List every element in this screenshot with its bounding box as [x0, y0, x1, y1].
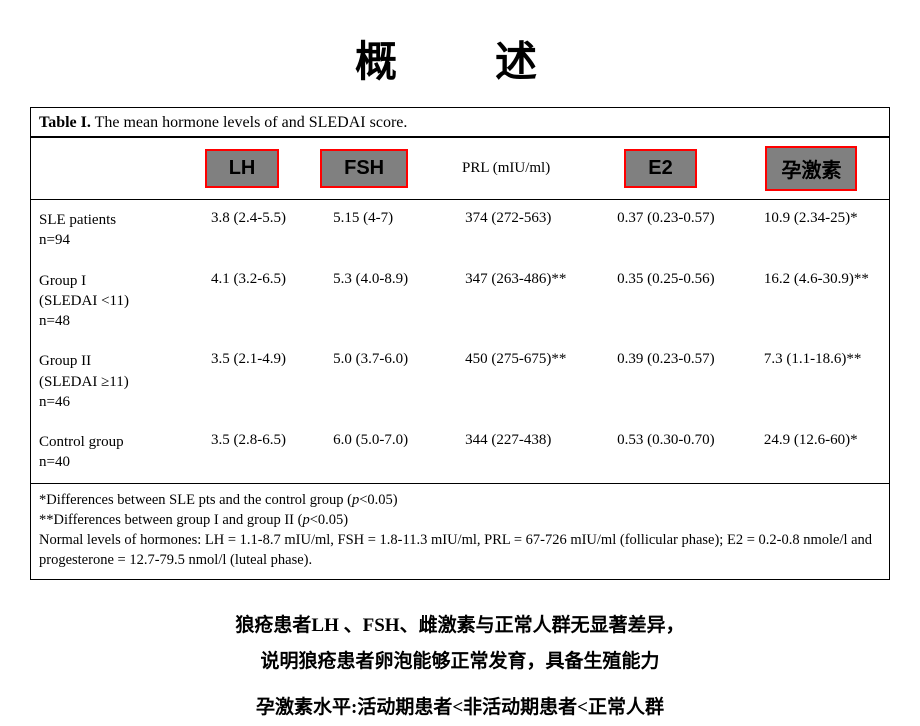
- table-row: Control groupn=40 3.5 (2.8-6.5) 6.0 (5.0…: [31, 422, 889, 483]
- cell-fsh: 5.15 (4-7): [303, 200, 425, 261]
- cell-prl: 347 (263-486)**: [425, 261, 587, 342]
- cell-prog: 16.2 (4.6-30.9)**: [734, 261, 889, 342]
- fn2-p: p: [302, 512, 309, 528]
- cell-e2: 0.39 (0.23-0.57): [587, 341, 734, 422]
- header-prl: PRL (mIU/ml): [425, 137, 587, 200]
- cell-lh: 3.8 (2.4-5.5): [181, 200, 303, 261]
- table-container: Table I. The mean hormone levels of and …: [30, 107, 890, 580]
- cell-prog: 10.9 (2.34-25)*: [734, 200, 889, 261]
- header-lh: LH: [181, 137, 303, 200]
- caption-text: The mean hormone levels of and SLEDAI sc…: [91, 114, 408, 131]
- summary-text: 狼疮患者LH 、FSH、雌激素与正常人群无显著差异， 说明狼疮患者卵泡能够正常发…: [0, 608, 920, 726]
- footnote-2: **Differences between group I and group …: [39, 510, 881, 530]
- header-prog-box: 孕激素: [765, 146, 857, 191]
- cell-lh: 3.5 (2.8-6.5): [181, 422, 303, 483]
- cell-prl: 450 (275-675)**: [425, 341, 587, 422]
- cell-prl: 374 (272-563): [425, 200, 587, 261]
- cell-fsh: 6.0 (5.0-7.0): [303, 422, 425, 483]
- header-empty: [31, 137, 181, 200]
- summary-line-3: 孕激素水平:活动期患者<非活动期患者<正常人群: [0, 690, 920, 726]
- cell-e2: 0.37 (0.23-0.57): [587, 200, 734, 261]
- row-label: Control groupn=40: [31, 422, 181, 483]
- header-prog: 孕激素: [734, 137, 889, 200]
- row-label: Group I(SLEDAI <11)n=48: [31, 261, 181, 342]
- table-row: Group I(SLEDAI <11)n=48 4.1 (3.2-6.5) 5.…: [31, 261, 889, 342]
- header-e2: E2: [587, 137, 734, 200]
- table-row: Group II(SLEDAI ≥11)n=46 3.5 (2.1-4.9) 5…: [31, 341, 889, 422]
- cell-lh: 3.5 (2.1-4.9): [181, 341, 303, 422]
- footnote-3: Normal levels of hormones: LH = 1.1-8.7 …: [39, 530, 881, 571]
- cell-fsh: 5.3 (4.0-8.9): [303, 261, 425, 342]
- caption-prefix: Table I.: [39, 114, 91, 131]
- summary-line-2: 说明狼疮患者卵泡能够正常发育，具备生殖能力: [0, 644, 920, 680]
- table-caption: Table I. The mean hormone levels of and …: [31, 108, 889, 136]
- cell-prl: 344 (227-438): [425, 422, 587, 483]
- header-row: LH FSH PRL (mIU/ml) E2 孕激素: [31, 137, 889, 200]
- header-lh-box: LH: [205, 149, 280, 188]
- fn2-post: <0.05): [310, 512, 348, 528]
- page-title: 概 述: [0, 0, 920, 107]
- footnote-1: *Differences between SLE pts and the con…: [39, 490, 881, 510]
- row-label: SLE patientsn=94: [31, 200, 181, 261]
- cell-prog: 24.9 (12.6-60)*: [734, 422, 889, 483]
- data-table: LH FSH PRL (mIU/ml) E2 孕激素 SLE patientsn…: [31, 136, 889, 483]
- cell-e2: 0.35 (0.25-0.56): [587, 261, 734, 342]
- cell-lh: 4.1 (3.2-6.5): [181, 261, 303, 342]
- summary-line-1: 狼疮患者LH 、FSH、雌激素与正常人群无显著差异，: [0, 608, 920, 644]
- fn1-post: <0.05): [359, 492, 397, 508]
- cell-prog: 7.3 (1.1-18.6)**: [734, 341, 889, 422]
- fn2-pre: **Differences between group I and group …: [39, 512, 302, 528]
- fn1-pre: *Differences between SLE pts and the con…: [39, 492, 352, 508]
- cell-fsh: 5.0 (3.7-6.0): [303, 341, 425, 422]
- row-label: Group II(SLEDAI ≥11)n=46: [31, 341, 181, 422]
- header-e2-box: E2: [624, 149, 696, 188]
- cell-e2: 0.53 (0.30-0.70): [587, 422, 734, 483]
- footnotes: *Differences between SLE pts and the con…: [31, 483, 889, 579]
- table-row: SLE patientsn=94 3.8 (2.4-5.5) 5.15 (4-7…: [31, 200, 889, 261]
- header-fsh: FSH: [303, 137, 425, 200]
- table-body: SLE patientsn=94 3.8 (2.4-5.5) 5.15 (4-7…: [31, 200, 889, 483]
- header-fsh-box: FSH: [320, 149, 408, 188]
